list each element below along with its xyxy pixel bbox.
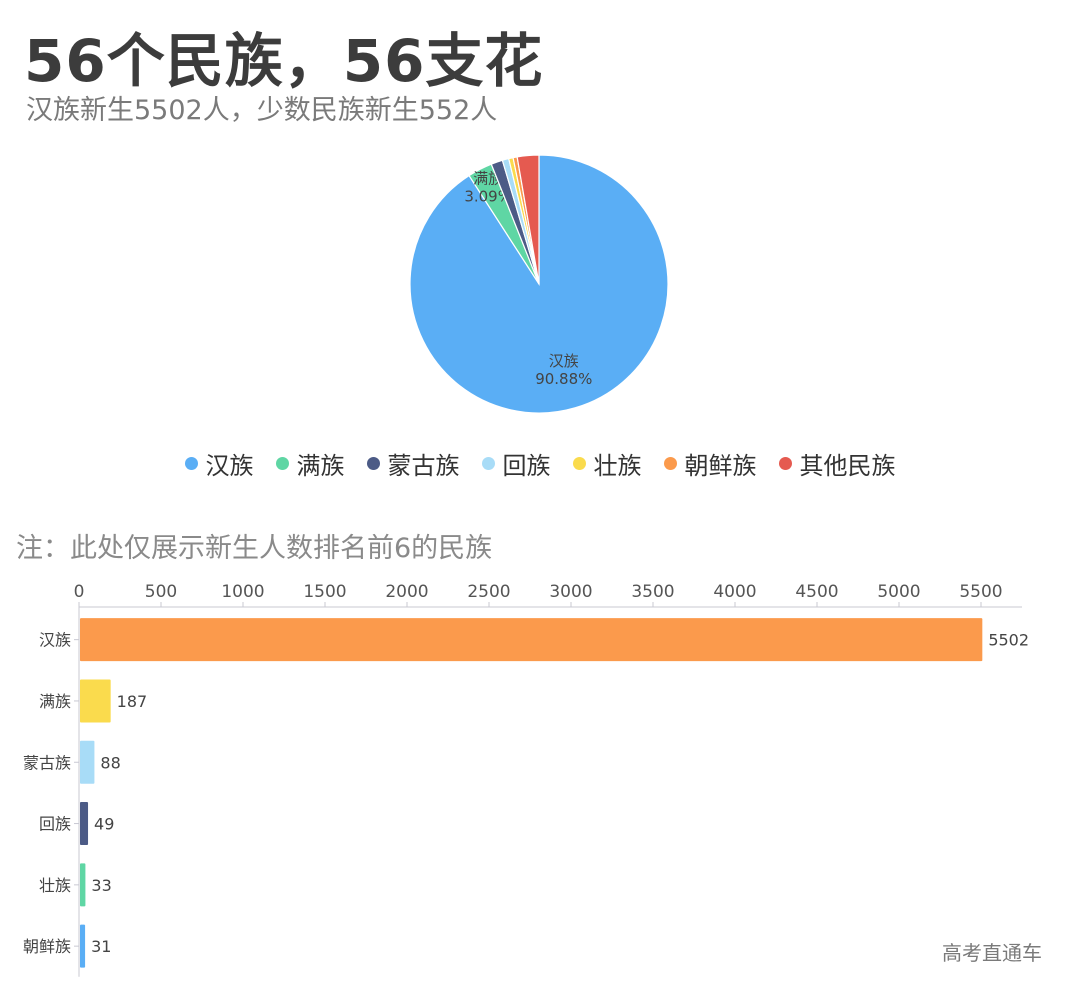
x-tick-label-11: 5500 bbox=[959, 582, 1002, 602]
bar-value-label-1: 187 bbox=[117, 692, 148, 711]
legend-label: 回族 bbox=[502, 452, 551, 480]
y-category-label-5: 朝鲜族 bbox=[23, 937, 71, 956]
x-tick-label-3: 1500 bbox=[303, 582, 346, 602]
pie-value-label-0: 90.88% bbox=[535, 370, 592, 388]
bar-value-label-5: 31 bbox=[91, 937, 111, 956]
legend-marker-icon bbox=[572, 457, 586, 470]
x-tick-label-9: 4500 bbox=[795, 582, 838, 602]
x-tick-label-8: 4000 bbox=[713, 582, 756, 602]
legend-marker-icon bbox=[778, 457, 792, 470]
legend-label: 其他民族 bbox=[799, 452, 896, 480]
legend-item-3[interactable]: 回族 bbox=[481, 446, 551, 481]
x-tick-label-0: 0 bbox=[74, 582, 85, 602]
bar-value-label-0: 5502 bbox=[988, 631, 1029, 650]
legend-label: 满族 bbox=[296, 452, 345, 480]
x-tick-label-10: 5000 bbox=[877, 582, 920, 602]
bar-1 bbox=[80, 679, 111, 723]
legend-marker-icon bbox=[366, 457, 380, 470]
x-tick-label-1: 500 bbox=[145, 582, 177, 602]
x-tick-label-6: 3000 bbox=[549, 582, 592, 602]
legend-item-0[interactable]: 汉族 bbox=[184, 446, 254, 481]
legend-item-4[interactable]: 壮族 bbox=[572, 446, 642, 481]
chart-note: 注：此处仅展示新生人数排名前6的民族 bbox=[16, 533, 493, 564]
bar-value-label-3: 49 bbox=[94, 815, 114, 834]
watermark: 高考直通车 bbox=[942, 941, 1042, 965]
bar-value-label-2: 88 bbox=[100, 753, 120, 772]
y-category-label-2: 蒙古族 bbox=[23, 753, 71, 772]
legend-item-6[interactable]: 其他民族 bbox=[778, 446, 896, 481]
x-tick-label-2: 1000 bbox=[221, 582, 264, 602]
legend-item-1[interactable]: 满族 bbox=[275, 446, 345, 481]
x-tick-label-5: 2500 bbox=[467, 582, 510, 602]
y-category-label-0: 汉族 bbox=[39, 631, 71, 650]
y-category-label-4: 壮族 bbox=[39, 876, 71, 895]
pie-label-0: 汉族 bbox=[549, 352, 579, 370]
legend-marker-icon bbox=[481, 457, 495, 470]
chart-title: 56个民族，56支花 bbox=[24, 27, 544, 95]
pie-value-label-1: 3.09% bbox=[464, 187, 512, 205]
legend-label: 蒙古族 bbox=[387, 452, 460, 480]
bar-5 bbox=[80, 924, 86, 968]
legend-marker-icon bbox=[663, 457, 677, 470]
y-category-label-3: 回族 bbox=[39, 815, 71, 834]
bar-3 bbox=[80, 802, 89, 846]
bar-2 bbox=[80, 740, 95, 784]
legend-label: 汉族 bbox=[205, 452, 254, 480]
legend-label: 壮族 bbox=[593, 452, 642, 480]
x-tick-label-4: 2000 bbox=[385, 582, 428, 602]
pie-legend: 汉族 满族 蒙古族 回族 壮族 朝鲜族 其他民族 bbox=[0, 446, 1080, 481]
chart-subtitle: 汉族新生5502人，少数民族新生552人 bbox=[26, 95, 498, 126]
x-tick-label-7: 3500 bbox=[631, 582, 674, 602]
bar-value-label-4: 33 bbox=[91, 876, 111, 895]
legend-item-5[interactable]: 朝鲜族 bbox=[663, 446, 757, 481]
pie-slice-6 bbox=[516, 154, 540, 285]
legend-marker-icon bbox=[184, 457, 198, 470]
legend-item-2[interactable]: 蒙古族 bbox=[366, 446, 460, 481]
legend-marker-icon bbox=[275, 457, 289, 470]
legend-label: 朝鲜族 bbox=[684, 452, 757, 480]
y-category-label-1: 满族 bbox=[39, 692, 71, 711]
bar-0 bbox=[80, 618, 983, 662]
bar-4 bbox=[80, 863, 86, 907]
